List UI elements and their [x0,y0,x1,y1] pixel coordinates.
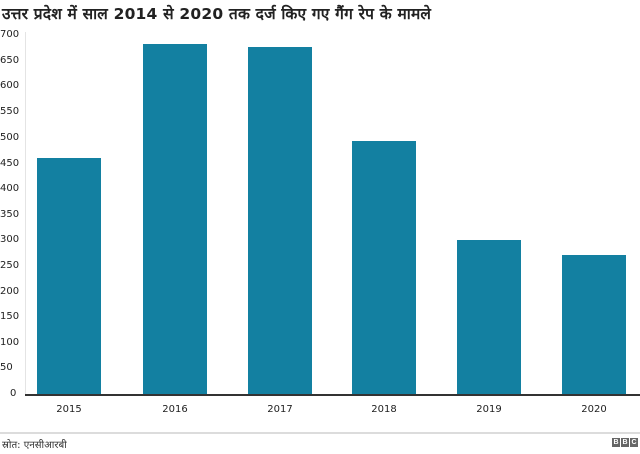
y-tick-label: 250 [0,260,20,271]
y-tick-label: 650 [0,55,20,66]
y-tick-label: 450 [0,158,20,169]
y-tick-label: 550 [0,106,20,117]
y-tick-label: 150 [0,311,20,322]
bar-2017 [248,47,312,395]
bar-2019 [457,240,521,395]
source-note: स्रोत: एनसीआरबी [2,440,67,451]
bar-2020 [562,255,626,395]
bar-2018 [352,141,416,395]
bar-2015 [37,158,101,395]
bar-2016 [143,44,207,395]
y-tick-label: 0 [10,388,17,399]
bbc-logo-letter: B [621,438,629,447]
y-tick-label: 200 [0,286,20,297]
y-tick-label: 600 [0,80,20,91]
x-tick-label: 2020 [581,404,607,415]
y-tick-label: 300 [0,234,20,245]
y-tick-label: 50 [0,362,13,373]
y-tick-label: 400 [0,183,20,194]
y-tick-label: 350 [0,209,20,220]
y-tick-label: 500 [0,132,20,143]
x-tick-label: 2015 [56,404,82,415]
bbc-logo-letter: C [630,438,638,447]
y-tick-label: 100 [0,337,20,348]
x-axis-baseline [25,394,640,396]
y-axis-line [25,32,26,395]
y-tick-label: 700 [0,29,20,40]
bbc-logo: B B C [612,438,638,447]
x-tick-label: 2016 [162,404,188,415]
chart-title: उत्तर प्रदेश में साल 2014 से 2020 तक दर्… [2,5,432,23]
footer-divider [0,432,640,434]
x-tick-label: 2017 [267,404,293,415]
bbc-logo-letter: B [612,438,620,447]
x-tick-label: 2018 [371,404,397,415]
x-tick-label: 2019 [476,404,502,415]
